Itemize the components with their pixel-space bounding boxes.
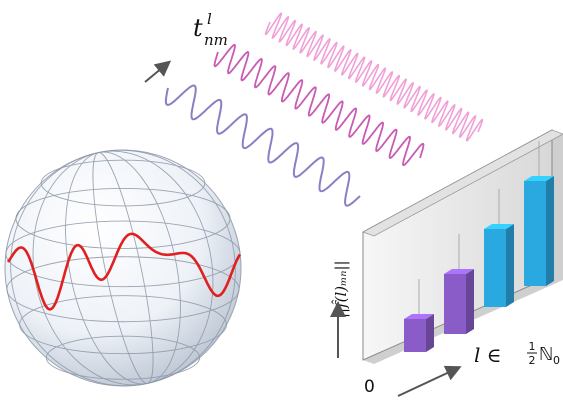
wall-top [362,129,563,237]
sphere [4,149,242,387]
bar-side [546,176,554,286]
wave-mid [213,44,425,166]
sphere-latitude-line [15,187,231,249]
sphere-grid [5,149,241,387]
bar-front [444,274,466,334]
wave-group [164,12,484,207]
t-label: t l nm [193,10,228,49]
x-axis-arrow [397,365,462,397]
sphere-latitude-line [45,335,201,380]
wave-back [264,12,484,142]
origin-label: 0 [364,377,375,397]
naturals-subscript: 0 [553,354,560,367]
bar-2 [444,269,474,334]
bar-top [404,314,434,319]
bar-side [466,269,474,334]
half-numerator: 1 [529,340,536,353]
t-symbol: t [193,14,203,42]
sphere-latitude-line [40,159,206,207]
bar-chart [362,129,563,364]
x-axis-label: l ∈ 1 2 ℕ 0 [474,340,560,367]
t-subscript: nm [204,31,228,49]
t-superscript: l [207,10,212,28]
bar-top [444,269,474,274]
sphere-longitude-line [10,149,236,387]
bar-1 [404,314,434,352]
bar-side [426,314,434,352]
bars-layer [404,141,554,352]
bar-front [404,319,426,352]
bar-front [524,181,546,286]
sphere-signal-curve [6,232,242,311]
bar-top [484,224,514,229]
sphere-latitude-line [19,295,227,355]
bar-side [506,224,514,307]
sphere-body [4,149,242,387]
wave-front [164,84,361,207]
bar-top [524,176,554,181]
sphere-latitude-line [6,256,240,323]
bar-4 [524,176,554,286]
naturals-symbol: ℕ [539,344,553,365]
bar-front [484,229,506,307]
sphere-latitude-line [5,220,241,288]
y-axis-label: ||f̂(l)ₘₙ|| [332,260,350,318]
half-denominator: 2 [529,354,536,367]
bar-3 [484,224,514,307]
x-axis-prefix: l ∈ [474,343,502,367]
wave-direction-arrow [144,60,172,83]
